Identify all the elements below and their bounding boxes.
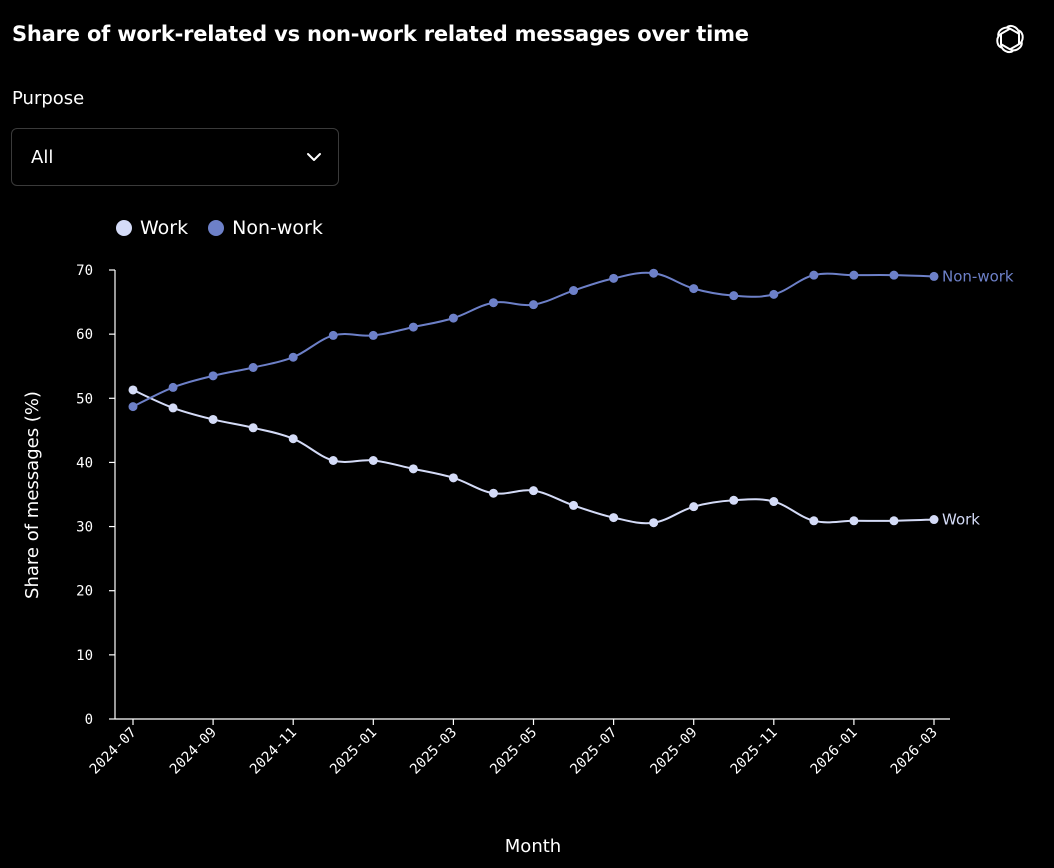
data-point-non-work bbox=[849, 270, 859, 280]
data-point-work bbox=[368, 456, 378, 466]
data-point-work bbox=[809, 516, 819, 526]
data-point-non-work bbox=[569, 286, 579, 296]
data-point-non-work bbox=[929, 271, 939, 281]
x-tick-label: 2024-07 bbox=[87, 725, 140, 778]
x-tick-label: 2025-11 bbox=[728, 725, 781, 778]
data-point-non-work bbox=[328, 330, 338, 340]
chevron-down-icon bbox=[307, 153, 321, 161]
y-tick-label: 60 bbox=[76, 327, 93, 343]
data-point-work bbox=[288, 434, 298, 444]
data-point-non-work bbox=[649, 268, 659, 278]
legend-item-work[interactable]: Work bbox=[116, 217, 188, 239]
data-point-work bbox=[889, 516, 899, 526]
legend-dot-non-work bbox=[208, 220, 225, 236]
data-point-work bbox=[849, 516, 859, 526]
data-point-non-work bbox=[168, 382, 178, 392]
series-line-work bbox=[132, 389, 935, 525]
data-point-non-work bbox=[529, 300, 538, 310]
data-point-non-work bbox=[408, 322, 418, 332]
purpose-select[interactable]: All bbox=[11, 128, 339, 186]
data-point-work bbox=[649, 518, 659, 528]
data-point-work bbox=[729, 495, 739, 505]
data-point-non-work bbox=[288, 352, 298, 362]
data-point-work bbox=[689, 502, 699, 512]
x-tick-label: 2024-11 bbox=[247, 725, 300, 778]
x-tick-label: 2025-01 bbox=[327, 725, 380, 778]
data-point-work bbox=[248, 423, 258, 433]
chart-title: Share of work-related vs non-work relate… bbox=[12, 22, 749, 46]
x-tick-label: 2025-05 bbox=[487, 725, 540, 778]
purpose-select-value: All bbox=[31, 147, 54, 168]
openai-logo-icon bbox=[996, 24, 1024, 54]
x-tick-label: 2025-03 bbox=[407, 725, 460, 778]
data-point-work bbox=[328, 456, 338, 466]
x-tick-label: 2025-07 bbox=[567, 725, 620, 778]
data-point-non-work bbox=[769, 289, 779, 299]
legend-label-work: Work bbox=[140, 217, 189, 239]
legend-label-non-work: Non-work bbox=[232, 217, 323, 239]
data-point-work bbox=[529, 486, 538, 496]
data-point-non-work bbox=[368, 330, 378, 340]
x-tick-label: 2025-09 bbox=[647, 725, 700, 778]
data-point-work bbox=[929, 515, 939, 525]
data-point-work bbox=[168, 403, 178, 413]
data-point-work bbox=[769, 497, 779, 507]
y-tick-label: 30 bbox=[76, 520, 93, 536]
x-tick-label: 2026-01 bbox=[808, 725, 861, 778]
legend-dot-work bbox=[116, 220, 132, 236]
x-axis-title: Month bbox=[505, 836, 561, 857]
y-tick-label: 20 bbox=[76, 584, 93, 600]
data-point-work bbox=[569, 500, 579, 510]
legend-item-non-work[interactable]: Non-work bbox=[208, 217, 323, 239]
x-tick-label: 2024-09 bbox=[167, 725, 220, 778]
data-point-non-work bbox=[448, 313, 458, 323]
data-point-work bbox=[208, 414, 218, 424]
data-point-work bbox=[408, 464, 418, 474]
data-point-work bbox=[128, 385, 138, 395]
end-label-non-work: Non-work bbox=[942, 267, 1014, 285]
y-tick-label: 0 bbox=[85, 712, 93, 728]
data-point-work bbox=[488, 488, 498, 498]
data-point-work bbox=[609, 513, 619, 523]
y-tick-label: 10 bbox=[76, 648, 93, 664]
chart-legend: Work Non-work bbox=[116, 217, 343, 239]
end-label-work: Work bbox=[942, 511, 980, 529]
data-point-work bbox=[448, 473, 458, 483]
data-point-non-work bbox=[809, 270, 819, 280]
series-line-non-work bbox=[132, 271, 935, 408]
data-point-non-work bbox=[889, 270, 899, 280]
y-axis-title: Share of messages (%) bbox=[22, 391, 43, 599]
purpose-label: Purpose bbox=[12, 88, 85, 109]
data-point-non-work bbox=[128, 402, 138, 412]
data-point-non-work bbox=[729, 291, 739, 301]
y-tick-label: 50 bbox=[76, 391, 93, 407]
data-point-non-work bbox=[609, 273, 619, 283]
y-tick-label: 70 bbox=[76, 263, 93, 279]
x-tick-label: 2026-03 bbox=[888, 725, 941, 778]
y-tick-label: 40 bbox=[76, 455, 93, 471]
data-point-non-work bbox=[248, 362, 258, 372]
data-point-non-work bbox=[488, 298, 498, 308]
data-point-non-work bbox=[208, 371, 218, 381]
data-point-non-work bbox=[689, 284, 699, 294]
